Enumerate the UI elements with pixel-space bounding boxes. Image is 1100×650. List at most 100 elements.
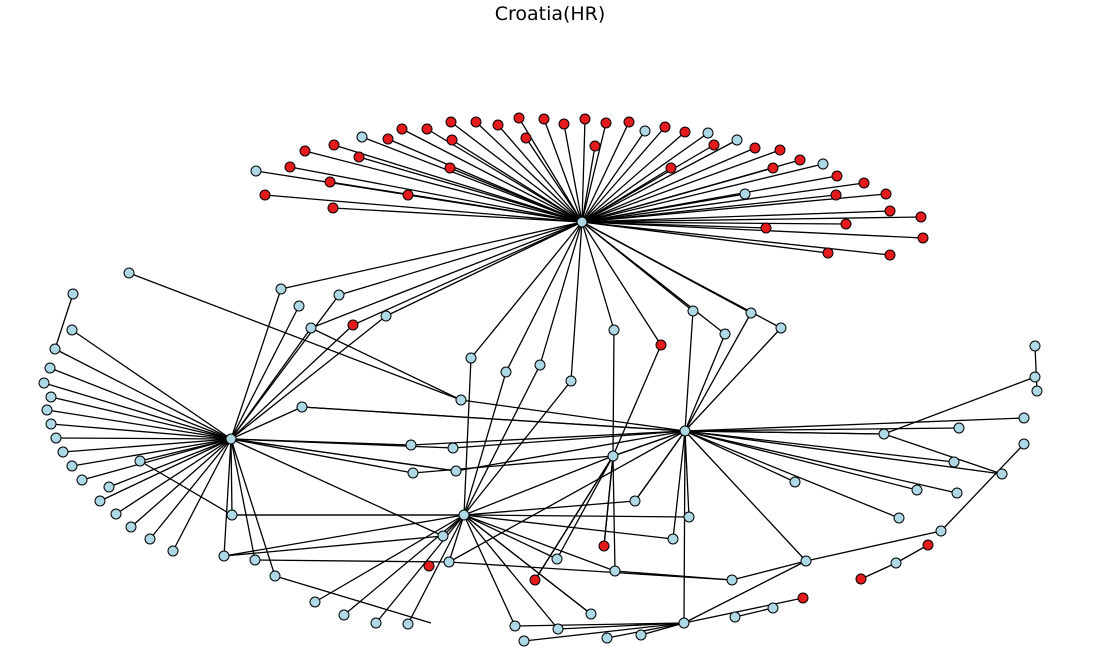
graph-edge <box>301 406 686 432</box>
graph-edge <box>581 221 924 239</box>
graph-node-blue <box>250 165 262 177</box>
graph-edge <box>463 455 614 516</box>
graph-node-red <box>529 574 541 586</box>
graph-node-blue <box>66 460 78 472</box>
graph-node-blue <box>293 300 305 312</box>
graph-node-red <box>353 151 365 163</box>
graph-edge <box>71 329 232 440</box>
graph-edge <box>314 514 465 603</box>
graph-node-blue <box>455 394 467 406</box>
graph-node-blue <box>333 289 345 301</box>
graph-edge <box>683 430 686 624</box>
graph-edge <box>684 430 900 519</box>
graph-edge <box>581 122 607 223</box>
graph-edge <box>684 430 1003 475</box>
graph-node-blue <box>767 602 779 614</box>
graph-node-blue <box>608 324 620 336</box>
graph-node-blue <box>275 283 287 295</box>
graph-edge <box>581 130 646 223</box>
graph-node-blue <box>49 343 61 355</box>
graph-edge <box>581 159 801 223</box>
graph-node-blue <box>296 401 308 413</box>
graph-node-blue <box>123 267 135 279</box>
graph-node-red <box>822 247 834 259</box>
graph-node-blue <box>585 608 597 620</box>
graph-node-red <box>299 145 311 157</box>
graph-edge <box>172 438 232 552</box>
graph-node-blue <box>125 521 137 533</box>
graph-edge <box>684 427 960 432</box>
graph-node-red <box>831 170 843 182</box>
graph-edge <box>448 514 465 563</box>
graph-node-red <box>749 142 761 154</box>
graph-edge <box>570 221 583 382</box>
graph-edge <box>581 131 686 223</box>
graph-node-blue <box>678 617 690 629</box>
graph-edge <box>1034 345 1038 392</box>
graph-node-blue <box>996 468 1008 480</box>
graph-edge <box>289 166 583 223</box>
graph-node-red <box>655 339 667 351</box>
graph-node-red <box>423 560 435 572</box>
graph-node-red <box>922 539 934 551</box>
graph-edge <box>230 438 444 537</box>
graph-edge <box>581 221 847 225</box>
graph-edge <box>407 514 465 625</box>
graph-edge <box>556 455 614 560</box>
graph-node-red <box>328 139 340 151</box>
graph-node-red <box>520 132 532 144</box>
graph-node-red <box>284 161 296 173</box>
graph-edge <box>581 210 891 223</box>
graph-node-red <box>858 177 870 189</box>
graph-node-red <box>884 249 896 261</box>
graph-edge <box>254 559 450 563</box>
graph-node-red <box>915 211 927 223</box>
graph-node-blue <box>309 596 321 608</box>
graph-edge <box>401 128 583 223</box>
graph-node-blue <box>94 495 106 507</box>
graph-edge <box>883 433 1003 475</box>
graph-edge <box>451 139 583 223</box>
graph-node-blue <box>565 375 577 387</box>
graph-node-blue <box>437 530 449 542</box>
graph-edge <box>581 145 596 223</box>
graph-edge <box>448 430 686 563</box>
graph-edge <box>525 137 583 223</box>
graph-node-red <box>538 113 550 125</box>
graph-edge <box>563 123 583 223</box>
graph-edge <box>139 460 233 516</box>
graph-node-red <box>760 222 772 234</box>
graph-node-blue <box>103 481 115 493</box>
graph-node-blue <box>226 509 238 521</box>
graph-edge <box>895 544 929 564</box>
graph-edge <box>734 607 774 618</box>
edge-layer <box>43 117 1038 642</box>
graph-node-blue <box>500 366 512 378</box>
graph-node-red <box>659 121 671 133</box>
graph-node-red <box>600 117 612 129</box>
graph-edge <box>684 430 955 463</box>
graph-edge <box>581 118 586 223</box>
graph-node-red <box>855 573 867 585</box>
graph-node-blue <box>951 487 963 499</box>
graph-edge <box>375 514 465 624</box>
graph-node-red <box>327 202 339 214</box>
graph-node-blue <box>687 305 699 317</box>
graph-node-blue <box>443 556 455 568</box>
graph-edge <box>463 514 616 572</box>
graph-edge <box>361 136 583 223</box>
graph-node-blue <box>935 525 947 537</box>
graph-edge <box>883 376 1036 435</box>
graph-node-red <box>589 140 601 152</box>
graph-node-blue <box>878 428 890 440</box>
graph-edge <box>460 399 686 432</box>
graph-edge <box>497 124 583 223</box>
graph-node-blue <box>450 465 462 477</box>
graph-edge <box>410 430 686 446</box>
graph-edge <box>640 622 685 636</box>
graph-edge <box>338 221 583 296</box>
graph-node-blue <box>800 555 812 567</box>
graph-node-blue <box>667 533 679 545</box>
graph-node-red <box>665 162 677 174</box>
